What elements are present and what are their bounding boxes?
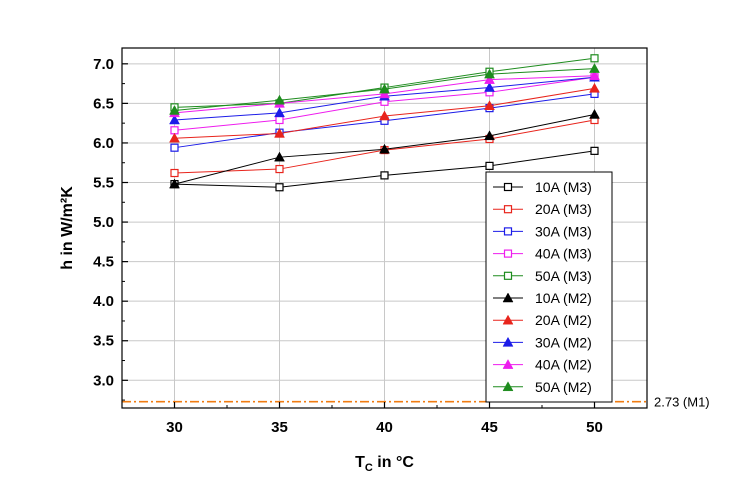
- tick-layer: 30 35 40 45 50 3.0 3.5 4.0 4.5 5.0 5.5 6.0 6.5 7.0: [93, 56, 648, 436]
- data-point: [379, 83, 390, 94]
- x-axis-title-rest: in °C: [373, 454, 415, 471]
- legend-item: 40A (M3): [493, 246, 592, 262]
- legend-item: 20A (M3): [493, 201, 592, 217]
- legend-marker: [503, 182, 513, 192]
- y-tick-label: 4.5: [93, 254, 114, 271]
- x-axis-title: TC in °C: [355, 454, 414, 474]
- data-point: [170, 143, 179, 152]
- legend-marker: [502, 292, 514, 303]
- series-10a-m2: [169, 108, 600, 189]
- legend: 10A (M3) 20A (M3) 30A (M3) 40A (M3) 50A (M3)…: [485, 171, 613, 403]
- legend-label: 20A (M2): [535, 312, 592, 328]
- data-point: [379, 143, 390, 154]
- data-point: [169, 132, 180, 143]
- legend-label: 30A (M2): [535, 334, 592, 350]
- data-point: [484, 130, 495, 141]
- legend-marker: [502, 314, 514, 325]
- legend-item: 30A (M2): [493, 334, 592, 350]
- data-point: [589, 70, 600, 80]
- data-point: [590, 54, 599, 63]
- legend-item: 10A (M3): [493, 179, 592, 195]
- x-tick-label: 35: [271, 419, 288, 436]
- legend-marker: [503, 249, 513, 258]
- data-point: [275, 183, 284, 192]
- data-point: [380, 171, 389, 180]
- legend-item: 20A (M2): [493, 312, 592, 328]
- reference-line-label: 2.73 (M1): [654, 395, 710, 410]
- legend-label: 10A (M3): [535, 179, 592, 195]
- data-point: [590, 146, 599, 155]
- data-point: [275, 164, 284, 174]
- data-point: [589, 108, 600, 119]
- legend-marker: [502, 381, 514, 392]
- legend-label: 20A (M3): [535, 201, 592, 217]
- legend-marker: [503, 271, 513, 280]
- data-point: [589, 63, 600, 73]
- legend-label: 10A (M2): [535, 290, 592, 306]
- data-point: [275, 115, 284, 125]
- x-tick-label: 30: [166, 419, 183, 436]
- data-point: [274, 151, 285, 162]
- y-tick-label: 3.5: [93, 333, 114, 350]
- x-tick-label: 40: [376, 419, 393, 436]
- x-tick-label: 45: [481, 419, 498, 436]
- data-point: [484, 82, 495, 92]
- legend-label: 30A (M3): [535, 223, 592, 239]
- data-point: [169, 178, 180, 189]
- legend-label: 50A (M3): [535, 268, 592, 284]
- legend-marker: [502, 336, 514, 347]
- legend-item: 50A (M3): [493, 268, 592, 284]
- data-point: [484, 74, 495, 84]
- data-point: [379, 110, 390, 121]
- data-point: [484, 68, 495, 79]
- y-axis-title: h in W/m²K: [59, 186, 76, 270]
- data-point: [589, 82, 600, 93]
- data-point: [169, 104, 180, 115]
- x-axis-title-subscript: C: [365, 462, 373, 474]
- legend-item: 10A (M2): [493, 290, 592, 306]
- legend-marker: [503, 205, 513, 214]
- y-tick-label: 5.5: [93, 175, 114, 192]
- legend-marker: [502, 359, 514, 369]
- y-tick-label: 7.0: [93, 56, 114, 73]
- legend-label: 40A (M3): [535, 246, 592, 262]
- data-point: [274, 94, 285, 105]
- y-tick-label: 4.0: [93, 293, 114, 310]
- y-tick-label: 5.0: [93, 214, 114, 231]
- data-point: [274, 127, 285, 138]
- series-50a-m2: [169, 63, 600, 115]
- y-tick-label: 6.5: [93, 95, 114, 112]
- series-layer: [169, 54, 600, 192]
- x-axis-title-main: T: [355, 454, 365, 471]
- legend-item: 50A (M2): [493, 379, 592, 395]
- series-20a-m2: [169, 82, 600, 143]
- data-point: [484, 100, 495, 111]
- legend-marker: [503, 227, 513, 236]
- data-point: [274, 107, 285, 118]
- legend-label: 50A (M2): [535, 379, 592, 395]
- x-tick-label: 50: [586, 419, 603, 436]
- legend-item: 30A (M3): [493, 223, 592, 239]
- data-point: [485, 161, 494, 170]
- y-tick-label: 3.0: [93, 372, 114, 389]
- legend-label: 40A (M2): [535, 357, 592, 373]
- y-tick-label: 6.0: [93, 135, 114, 152]
- data-point: [170, 168, 179, 178]
- legend-item: 40A (M2): [493, 357, 592, 373]
- data-point: [169, 114, 180, 125]
